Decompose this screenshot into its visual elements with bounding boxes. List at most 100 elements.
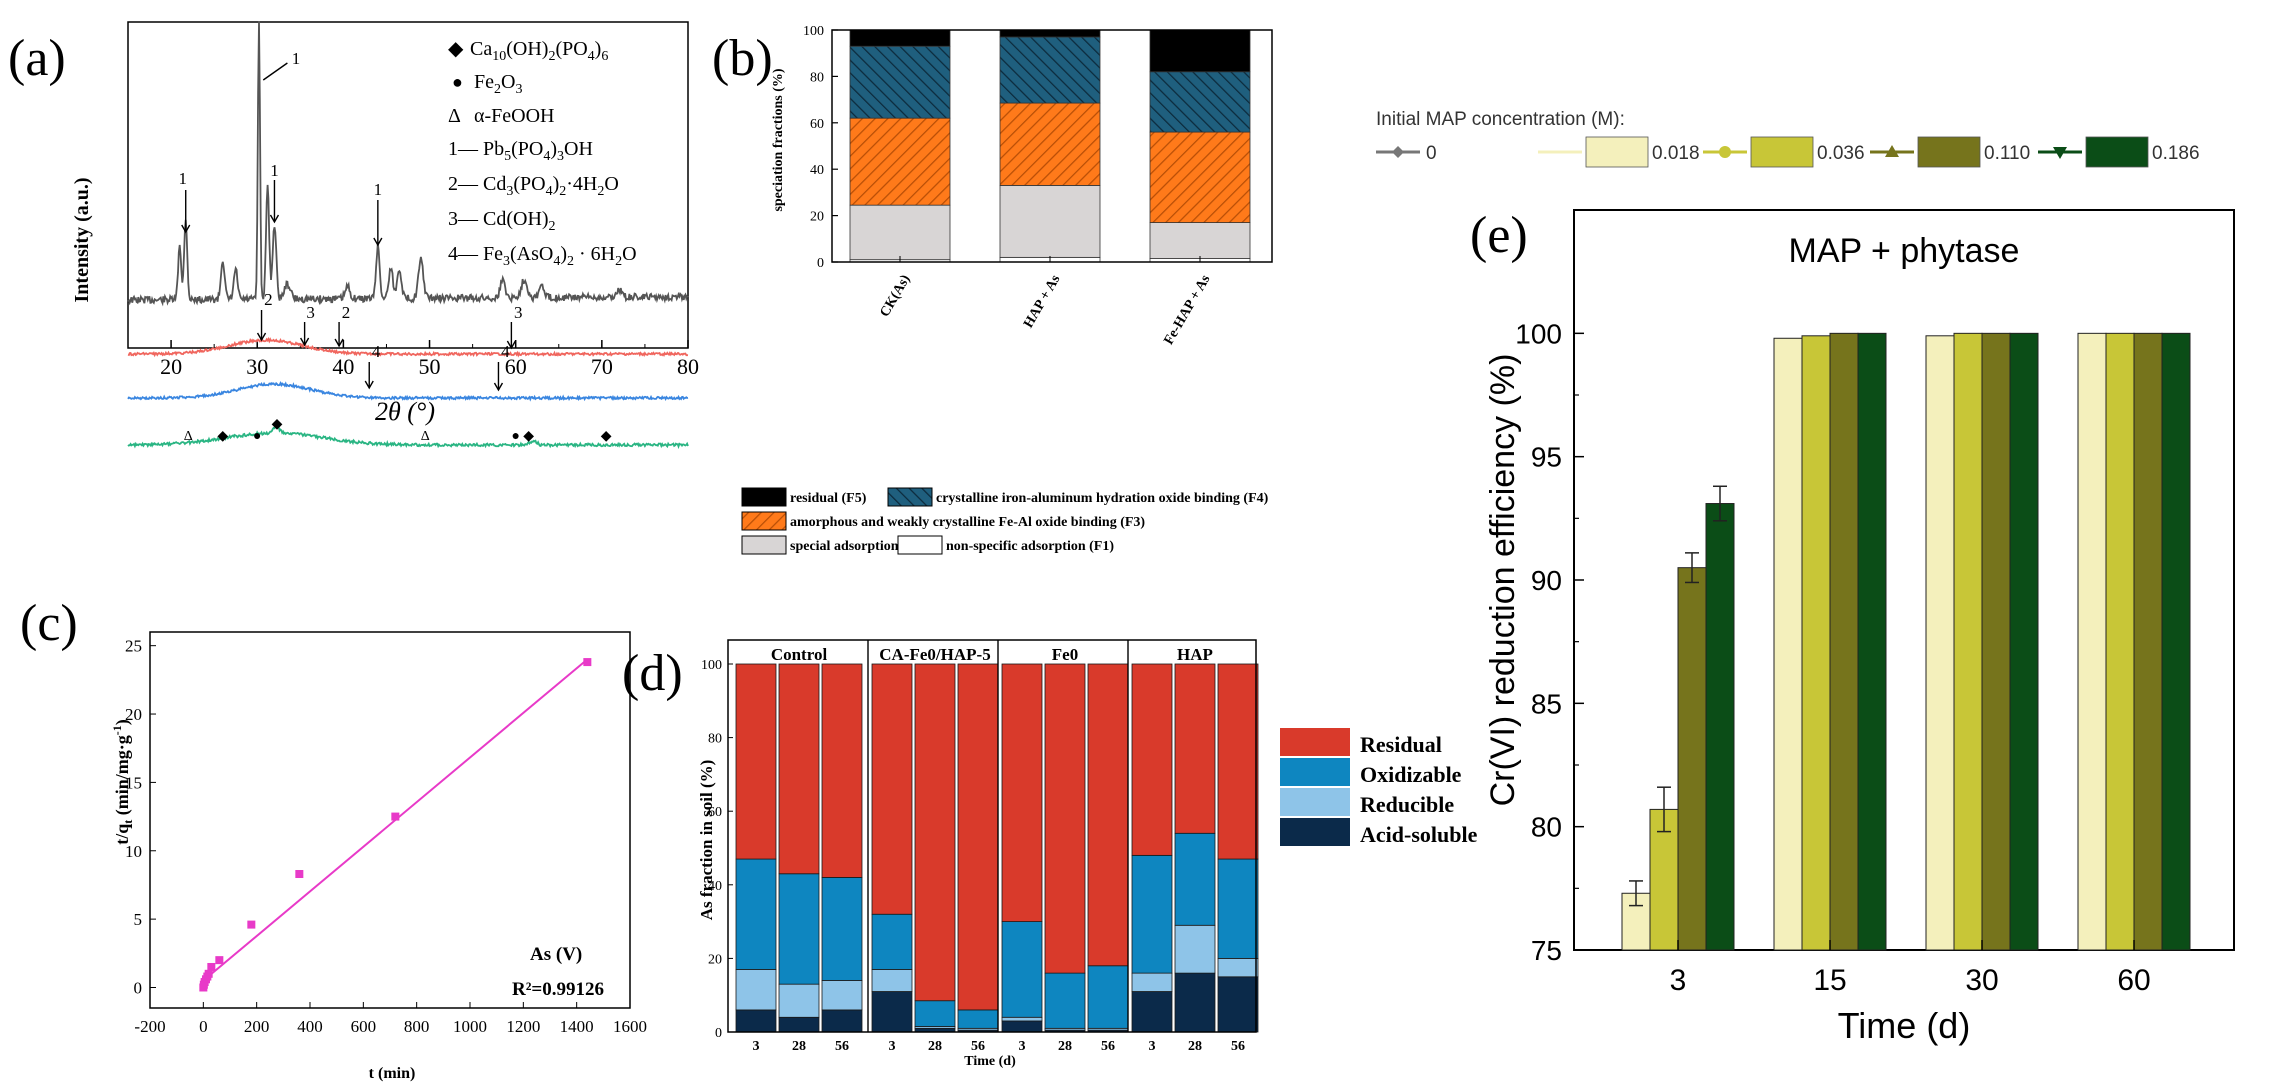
d-bar-3 — [957, 663, 999, 1011]
e-legend-label: 0.036 — [1817, 143, 1865, 164]
c-xtick-label: 800 — [404, 1017, 430, 1036]
e-legend-label: 0.110 — [1984, 143, 2030, 164]
phase-marker: Δ — [421, 429, 430, 444]
d-group-label: Fe0 — [1052, 645, 1078, 664]
b-category-label: Fe-HAP + As — [1161, 272, 1213, 348]
panel-a-label: (a) — [8, 30, 66, 87]
b-ytick-label: 60 — [810, 117, 824, 132]
d-bar-0 — [1217, 976, 1259, 1033]
d-bar-3 — [1044, 663, 1086, 974]
d-bar-2 — [1174, 832, 1216, 926]
panel-a-patterns — [127, 21, 689, 450]
legend-entry-1: 1— Pb5(PO4)3OH — [448, 138, 593, 164]
e-bar-0 — [1925, 335, 1955, 951]
panel-a-xlabel: 2θ (°) — [375, 397, 435, 426]
d-bar-1 — [778, 983, 820, 1018]
b-bar-1 — [999, 185, 1101, 258]
xrd-pattern-3 — [127, 380, 689, 402]
e-bar-0 — [2077, 332, 2107, 951]
panel-d: (d) As fraction in soil (%) 0 20 40 60 80 100… — [622, 639, 1478, 1069]
e-legend-marker — [1885, 145, 1899, 157]
e-legend-label: 0.186 — [2152, 143, 2200, 164]
panel-c-plot — [199, 658, 592, 992]
e-xtick-label: 3 — [1670, 964, 1687, 997]
legend-entry-f5: residual (F5) — [790, 491, 867, 506]
d-bar-0 — [821, 1009, 863, 1033]
legend-swatch-residual — [1280, 728, 1350, 756]
d-bar-3 — [1001, 663, 1043, 923]
e-bar-2 — [1829, 332, 1859, 951]
e-ytick-label: 95 — [1531, 442, 1562, 473]
panel-c-axis: -200 0 200 400 600 800 1000 1200 1400 1600 0 5 10 15 2… — [125, 637, 647, 1036]
e-xtick-label: 60 — [2117, 964, 2150, 997]
d-bar-3 — [1217, 663, 1259, 860]
c-xtick-label: 200 — [244, 1017, 270, 1036]
legend-swatch-f5 — [741, 487, 787, 507]
d-bar-2 — [778, 873, 820, 985]
e-legend-swatch — [1585, 136, 1649, 168]
legend-entry-residual: Residual — [1360, 732, 1442, 757]
e-bar-3 — [2009, 332, 2039, 951]
e-xtick-label: 30 — [1965, 964, 1998, 997]
b-bar-1 — [1149, 222, 1251, 259]
d-bar-1 — [1001, 1016, 1043, 1022]
panel-a-frame — [127, 21, 689, 349]
d-bar-3 — [1174, 663, 1216, 834]
b-bar-4 — [1149, 29, 1251, 73]
d-ytick-label: 0 — [715, 1026, 722, 1041]
d-bar-2 — [1087, 965, 1129, 1029]
legend-entry-fe2o3: Fe2O3 — [474, 71, 522, 97]
c-ytick-label: 20 — [125, 705, 142, 724]
e-bar-2 — [1677, 567, 1707, 951]
legend-swatch-f3 — [741, 511, 787, 531]
a-xtick-label: 70 — [591, 354, 613, 379]
peak-arrowhead — [493, 382, 504, 392]
d-bar-0 — [1001, 1020, 1043, 1033]
a-xtick-label: 80 — [677, 354, 699, 379]
a-xtick-label: 40 — [332, 354, 354, 379]
panel-e-legend: 0 0.018 0.036 0.110 0.186 — [1376, 136, 2200, 168]
panel-e-xlabel: Time (d) — [1838, 1005, 1971, 1046]
legend-entry-2: 2— Cd3(PO4)2·4H2O — [448, 173, 619, 199]
d-bar-2 — [871, 913, 913, 970]
c-data-point — [295, 870, 304, 879]
d-xtick-label: 28 — [1058, 1039, 1072, 1054]
peak-arrowhead — [181, 224, 191, 234]
panel-b: (b) speciation fractions (%) CK(As) HAP +… — [712, 24, 1273, 555]
peak-label: 2 — [342, 303, 351, 322]
a-xtick-label: 50 — [419, 354, 441, 379]
xrd-pattern-1 — [127, 21, 689, 307]
e-bar-3 — [1705, 503, 1735, 951]
d-bar-1 — [871, 969, 913, 992]
panel-e-axis: 75 80 85 90 95 100 3 15 30 60 — [1515, 318, 2150, 997]
panel-e-ylabel: Cr(VI) reduction efficiency (%) — [1484, 354, 1522, 807]
d-xtick-label: 3 — [1149, 1039, 1156, 1054]
c-ytick-label: 10 — [125, 842, 142, 861]
d-bar-2 — [821, 877, 863, 981]
b-bar-2 — [849, 117, 951, 206]
legend-swatch-reducible — [1280, 788, 1350, 816]
e-ytick-label: 75 — [1531, 935, 1562, 966]
c-xtick-label: 0 — [199, 1017, 208, 1036]
e-legend-marker — [1392, 146, 1404, 158]
c-xtick-label: -200 — [134, 1017, 165, 1036]
e-bar-2 — [2133, 332, 2163, 951]
d-bar-0 — [871, 991, 913, 1033]
peak-label: 1 — [292, 49, 301, 68]
c-data-point — [204, 969, 213, 978]
d-bar-3 — [1131, 663, 1173, 856]
c-xtick-label: 400 — [297, 1017, 323, 1036]
peak-arrowhead — [364, 380, 374, 390]
a-xtick-label: 20 — [160, 354, 182, 379]
legend-swatch-f1 — [897, 535, 943, 555]
phase-marker: ◆ — [272, 417, 283, 432]
phase-marker: ◆ — [523, 429, 534, 444]
e-legend-swatch — [2085, 136, 2149, 168]
d-frame — [727, 639, 1257, 1033]
d-bar-2 — [957, 1009, 999, 1029]
legend-entry-hap: Ca10(OH)2(PO4)6 — [470, 38, 608, 64]
legend-entry-f1: non-specific adsorption (F1) — [946, 539, 1114, 554]
legend-swatch-oxidizable — [1280, 758, 1350, 786]
panel-a-ylabel: Intensity (a.u.) — [71, 177, 93, 302]
c-xtick-label: 1000 — [453, 1017, 487, 1036]
